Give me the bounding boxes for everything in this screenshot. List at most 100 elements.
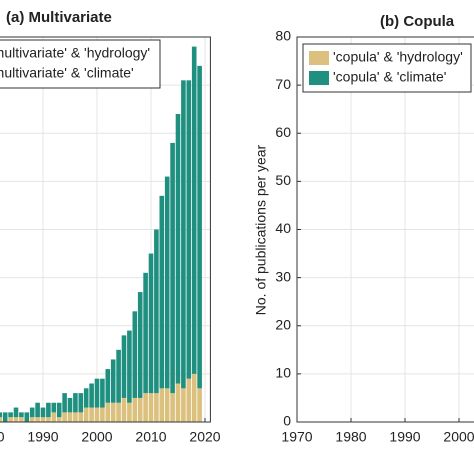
bar-segment [2, 412, 8, 422]
bar-segment [35, 402, 40, 418]
y-tick-label: 30 [275, 268, 291, 284]
bar-segment [175, 383, 181, 422]
legend-box [302, 43, 472, 93]
bar-segment [121, 397, 127, 422]
bar-segment [24, 412, 30, 422]
bar-segment [148, 393, 154, 422]
bar-segment [159, 195, 165, 389]
legend-swatch [309, 71, 329, 85]
legend-swatch [309, 51, 329, 65]
x-tick-label: 2000 [81, 429, 112, 445]
bar-segment [105, 402, 111, 422]
bar-segment [116, 349, 121, 403]
bar-segment [186, 80, 192, 379]
x-tick-label: 2010 [135, 429, 166, 445]
bar-segment [143, 272, 148, 394]
bar-segment [78, 393, 84, 413]
bar-segment [19, 412, 24, 418]
legend-label: 'copula' & 'climate' [333, 69, 446, 85]
bar-segment [56, 417, 62, 422]
bar-segment [175, 114, 181, 384]
y-axis-label: No. of publications per year [253, 144, 269, 315]
x-tick-label: 1980 [0, 429, 5, 445]
bar-segment [127, 330, 132, 403]
bar-segment [148, 253, 154, 394]
bar-segment [110, 402, 116, 422]
x-tick-label: 2020 [189, 429, 220, 445]
bar-segment [83, 388, 89, 408]
bar-segment [62, 393, 67, 413]
chart-title: (a) Multivariate [6, 9, 112, 26]
bar-segment [8, 417, 13, 422]
bar-segment [137, 292, 143, 398]
bar-segment [164, 176, 170, 389]
bar-segment [186, 378, 192, 422]
bar-segment [40, 417, 46, 422]
bar-segment [13, 407, 19, 418]
y-tick-label: 80 [275, 28, 291, 44]
bar-segment [132, 397, 138, 422]
bar-segment [0, 412, 3, 418]
axes-box [296, 36, 474, 423]
bar-segment [121, 335, 127, 398]
bar-segment [170, 393, 175, 422]
bar-segment [132, 311, 138, 398]
bar-segment [19, 417, 24, 422]
bar-segment [170, 142, 175, 394]
bar-segment [94, 378, 100, 408]
legend-label: 'copula' & 'hydrology' [333, 49, 463, 65]
bar-segment [56, 402, 62, 418]
x-tick-label: 1990 [27, 429, 58, 445]
bar-segment [0, 417, 3, 422]
axes-box [0, 36, 211, 423]
legend-label: 'multivariate' & 'hydrology' [0, 45, 150, 61]
bar-segment [137, 397, 143, 422]
bar-segment [94, 407, 100, 422]
bar-segment [8, 412, 13, 418]
bar-segment [51, 402, 57, 413]
bar-segment [181, 388, 186, 422]
bar-segment [197, 388, 202, 422]
y-tick-label: 0 [283, 413, 291, 429]
bar-segment [89, 383, 94, 408]
bar-segment [62, 412, 67, 422]
bar-segment [159, 388, 165, 422]
legend-box [0, 39, 161, 89]
bar-segment [67, 412, 73, 422]
y-tick-label: 10 [275, 365, 291, 381]
bar-segment [100, 407, 105, 422]
bar-segment [13, 417, 19, 422]
bar-segment [116, 402, 121, 422]
bar-segment [29, 407, 35, 418]
bar-segment [51, 412, 57, 422]
bar-segment [46, 417, 51, 422]
x-tick-label: 2000 [443, 429, 474, 445]
y-tick-label: 50 [275, 172, 291, 188]
x-tick-label: 1970 [281, 429, 312, 445]
y-tick-label: 40 [275, 220, 291, 236]
bar-segment [100, 378, 105, 408]
bar-segment [89, 407, 94, 422]
bar-segment [154, 393, 159, 422]
bar-segment [154, 229, 159, 394]
bar-segment [29, 417, 35, 422]
y-tick-label: 70 [275, 76, 291, 92]
x-tick-label: 1980 [335, 429, 366, 445]
bar-segment [40, 407, 46, 418]
bar-segment [110, 359, 116, 403]
bar-segment [78, 412, 84, 422]
bar-segment [191, 373, 197, 422]
bar-segment [35, 417, 40, 422]
legend-label: 'multivariate' & 'climate' [0, 65, 134, 81]
bar-segment [67, 397, 73, 413]
chart-title: (b) Copula [380, 13, 455, 30]
bar-segment [105, 369, 111, 403]
y-tick-label: 20 [275, 316, 291, 332]
bar-segment [73, 393, 78, 413]
bar-segment [83, 407, 89, 422]
y-tick-label: 60 [275, 124, 291, 140]
bar-segment [143, 393, 148, 422]
x-tick-label: 1990 [389, 429, 420, 445]
bar-segment [197, 65, 202, 389]
